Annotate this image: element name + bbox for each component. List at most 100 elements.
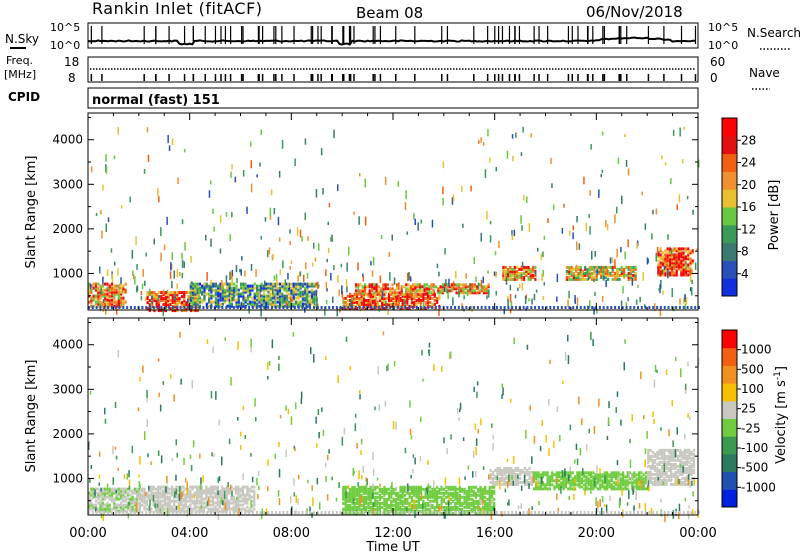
vel-cell xyxy=(168,495,171,499)
vel-cell xyxy=(658,478,661,482)
power-echo xyxy=(398,295,400,305)
vel-cell xyxy=(189,497,192,501)
power-echo xyxy=(667,261,670,266)
power-cell xyxy=(310,296,314,300)
vel-cell xyxy=(246,485,249,489)
power-cell xyxy=(283,286,286,290)
power-echo xyxy=(225,211,228,217)
power-cell xyxy=(194,284,197,288)
vel-cell xyxy=(592,485,595,489)
vel-cell xyxy=(180,503,183,507)
power-cell xyxy=(358,298,361,302)
power-ground-cell xyxy=(122,306,125,309)
vel-cell xyxy=(496,482,499,486)
vel-cell xyxy=(493,503,496,507)
power-cell xyxy=(511,271,514,275)
power-cell xyxy=(666,267,669,271)
power-cell xyxy=(171,295,174,299)
power-echo xyxy=(259,285,262,293)
vel-cell xyxy=(131,509,134,513)
vel-cell xyxy=(674,470,677,474)
freq-label: Freq. xyxy=(6,54,33,67)
power-cell xyxy=(529,271,532,275)
power-cell xyxy=(659,273,662,277)
vel-cell xyxy=(592,477,595,481)
power-cell xyxy=(611,269,614,273)
power-cell xyxy=(196,300,199,304)
vel-cell xyxy=(489,468,492,472)
power-cell xyxy=(283,304,286,308)
vel-cell xyxy=(358,503,361,507)
power-echo xyxy=(520,273,523,278)
vel-cell xyxy=(424,509,427,513)
vel-cell xyxy=(410,497,413,501)
power-cell xyxy=(228,282,231,286)
vel-cell xyxy=(510,470,513,474)
vel-cell xyxy=(246,505,249,509)
power-cell xyxy=(90,300,93,304)
power-echo xyxy=(336,307,338,317)
vel-cell xyxy=(145,493,148,497)
vel-cell xyxy=(92,495,95,499)
power-echo xyxy=(229,234,231,241)
power-cell xyxy=(416,289,419,293)
power-cell xyxy=(471,287,474,291)
power-cell xyxy=(664,253,667,257)
vel-echo xyxy=(359,394,361,400)
power-echo xyxy=(581,271,583,281)
vel-cell xyxy=(237,491,240,495)
vel-echo xyxy=(502,387,504,396)
vel-cell xyxy=(526,468,529,472)
vel-cell xyxy=(230,507,233,511)
power-cell xyxy=(664,259,667,263)
vel-echo xyxy=(491,498,493,507)
power-echo xyxy=(317,284,320,288)
power-cell xyxy=(272,282,275,286)
vel-cell xyxy=(381,491,384,495)
power-cell xyxy=(310,284,314,288)
power-echo xyxy=(406,231,409,235)
vel-cell xyxy=(166,505,169,509)
power-echo xyxy=(250,264,253,271)
vel-cell xyxy=(101,501,104,505)
vel-cell xyxy=(468,491,471,495)
vel-cell xyxy=(241,493,244,497)
power-cell xyxy=(265,284,268,288)
power-cell xyxy=(430,283,433,287)
vel-cell xyxy=(184,501,187,505)
power-cell xyxy=(361,285,364,289)
vel-cell xyxy=(189,499,192,503)
vel-cell xyxy=(656,462,659,466)
vel-cell xyxy=(564,477,567,481)
power-cell xyxy=(373,283,376,287)
power-cell xyxy=(106,286,109,290)
vel-cell xyxy=(660,474,664,478)
power-ground-cell xyxy=(438,306,441,309)
vel-cell xyxy=(392,487,395,491)
power-echo xyxy=(458,288,460,298)
vel-cell xyxy=(656,468,659,472)
vel-cell xyxy=(154,501,157,505)
power-cell xyxy=(413,296,416,300)
vel-cell xyxy=(403,501,407,505)
vel-cell xyxy=(477,501,480,505)
vel-echo xyxy=(412,454,415,458)
vel-cell xyxy=(154,499,157,503)
power-cell xyxy=(422,298,425,302)
power-cell xyxy=(224,294,227,298)
power-echo xyxy=(353,211,355,215)
power-cell xyxy=(169,299,172,303)
vel-cell xyxy=(221,489,224,493)
vel-cell xyxy=(601,475,604,479)
power-cell xyxy=(513,277,516,281)
vel-cell xyxy=(546,483,549,487)
vel-cell xyxy=(106,495,109,499)
power-ground-cell xyxy=(484,306,487,309)
vel-cell xyxy=(120,487,123,491)
vel-cell xyxy=(168,499,171,503)
power-echo xyxy=(115,308,118,315)
vel-cell xyxy=(175,499,178,503)
vel-cell xyxy=(166,485,169,489)
power-echo xyxy=(287,282,289,288)
power-cbar-swatch xyxy=(722,224,737,244)
